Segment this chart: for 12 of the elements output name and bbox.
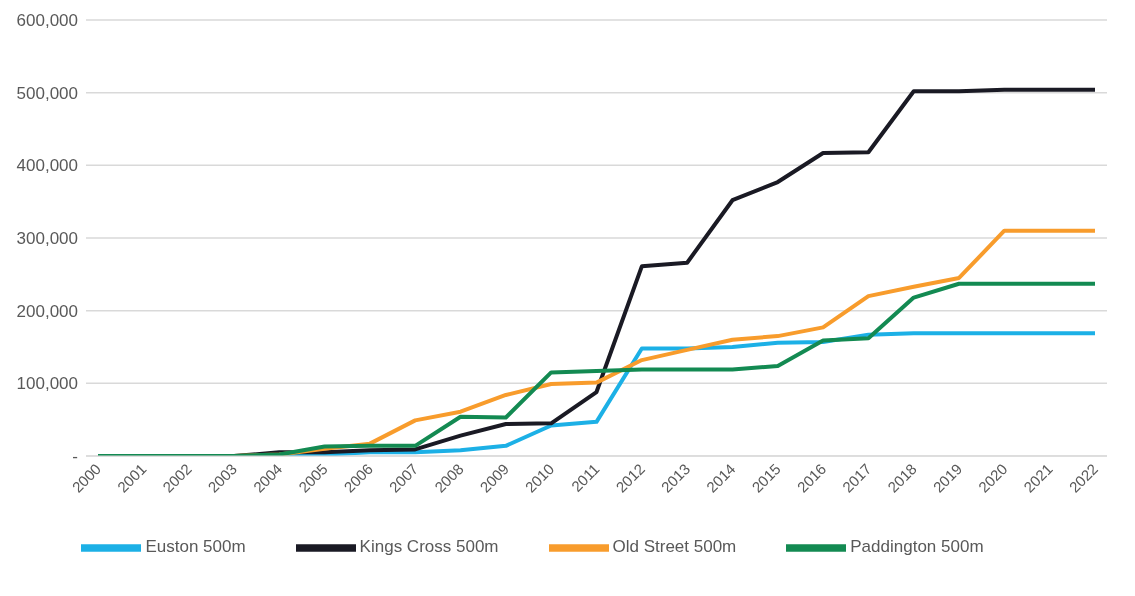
y-tick-label: 300,000: [16, 229, 78, 249]
legend-label: Old Street 500m: [612, 537, 737, 557]
y-tick-label: -: [72, 447, 78, 467]
line-series: [96, 281, 1097, 456]
legend-label: Euston 500m: [145, 537, 246, 557]
y-tick-label: 100,000: [16, 374, 78, 394]
y-tick-label: 200,000: [16, 301, 78, 321]
y-tick-label: 400,000: [16, 156, 78, 176]
y-tick-label: 600,000: [16, 11, 78, 31]
legend-label: Kings Cross 500m: [359, 537, 499, 557]
y-tick-label: 500,000: [16, 83, 78, 103]
legend-label: Paddington 500m: [850, 537, 984, 557]
